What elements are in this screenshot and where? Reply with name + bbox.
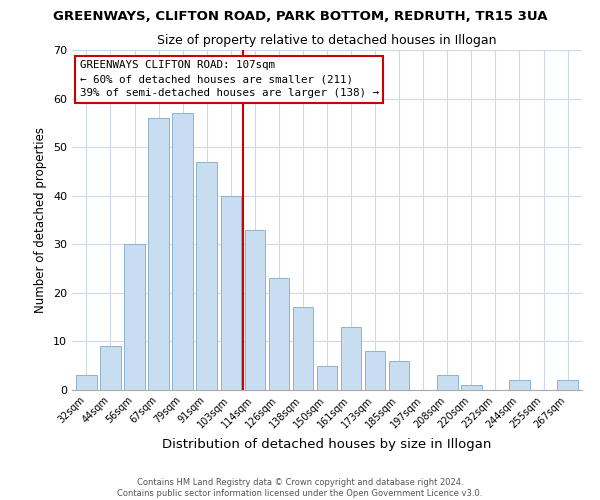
Text: GREENWAYS, CLIFTON ROAD, PARK BOTTOM, REDRUTH, TR15 3UA: GREENWAYS, CLIFTON ROAD, PARK BOTTOM, RE… <box>53 10 547 23</box>
X-axis label: Distribution of detached houses by size in Illogan: Distribution of detached houses by size … <box>163 438 491 451</box>
Bar <box>317 366 337 390</box>
Text: GREENWAYS CLIFTON ROAD: 107sqm
← 60% of detached houses are smaller (211)
39% of: GREENWAYS CLIFTON ROAD: 107sqm ← 60% of … <box>80 60 379 98</box>
Bar <box>461 385 482 390</box>
Bar <box>389 361 409 390</box>
Title: Size of property relative to detached houses in Illogan: Size of property relative to detached ho… <box>157 34 497 48</box>
Text: Contains HM Land Registry data © Crown copyright and database right 2024.
Contai: Contains HM Land Registry data © Crown c… <box>118 478 482 498</box>
Bar <box>557 380 578 390</box>
Bar <box>148 118 169 390</box>
Bar <box>509 380 530 390</box>
Bar <box>100 346 121 390</box>
Bar <box>221 196 241 390</box>
Bar <box>269 278 289 390</box>
Bar <box>124 244 145 390</box>
Bar <box>196 162 217 390</box>
Bar <box>172 113 193 390</box>
Bar <box>437 376 458 390</box>
Bar <box>341 327 361 390</box>
Bar <box>365 351 385 390</box>
Bar <box>293 308 313 390</box>
Y-axis label: Number of detached properties: Number of detached properties <box>34 127 47 313</box>
Bar <box>76 376 97 390</box>
Bar <box>245 230 265 390</box>
